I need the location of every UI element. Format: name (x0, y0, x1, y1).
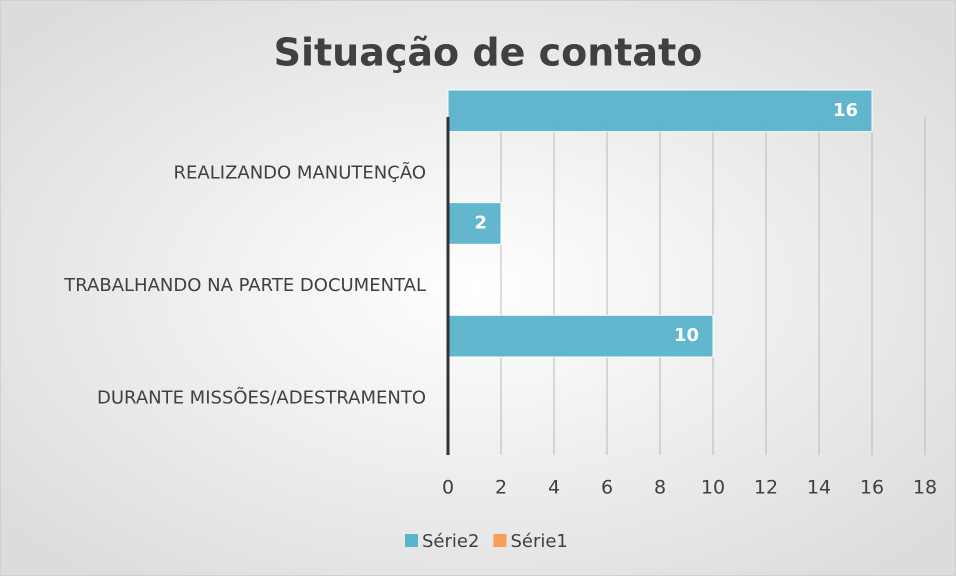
y-tick-label: DURANTE MISSÕES/ADESTRAMENTO (97, 387, 426, 409)
x-tick-label: 16 (860, 477, 884, 499)
x-tick-label: 8 (654, 477, 666, 499)
legend-label: Série1 (510, 531, 567, 552)
x-tick-label: 2 (495, 477, 507, 499)
legend-swatch (405, 534, 418, 547)
y-tick-label: TRABALHANDO NA PARTE DOCUMENTAL (63, 275, 426, 296)
y-tick-label: REALIZANDO MANUTENÇÃO (174, 161, 426, 183)
x-tick-label: 10 (701, 477, 725, 499)
data-label: 10 (674, 325, 699, 346)
x-tick-label: 0 (442, 477, 454, 499)
x-tick-label: 12 (754, 477, 778, 499)
x-tick-label: 4 (548, 477, 560, 499)
x-tick-label: 18 (913, 477, 937, 499)
data-label: 2 (474, 212, 487, 233)
x-tick-label: 14 (807, 477, 831, 499)
chart-title: Situação de contato (274, 31, 703, 75)
legend-swatch (493, 534, 507, 547)
bar (447, 89, 873, 133)
x-tick-label: 6 (601, 477, 613, 499)
legend-label: Série2 (422, 531, 479, 552)
data-label: 16 (833, 100, 858, 121)
